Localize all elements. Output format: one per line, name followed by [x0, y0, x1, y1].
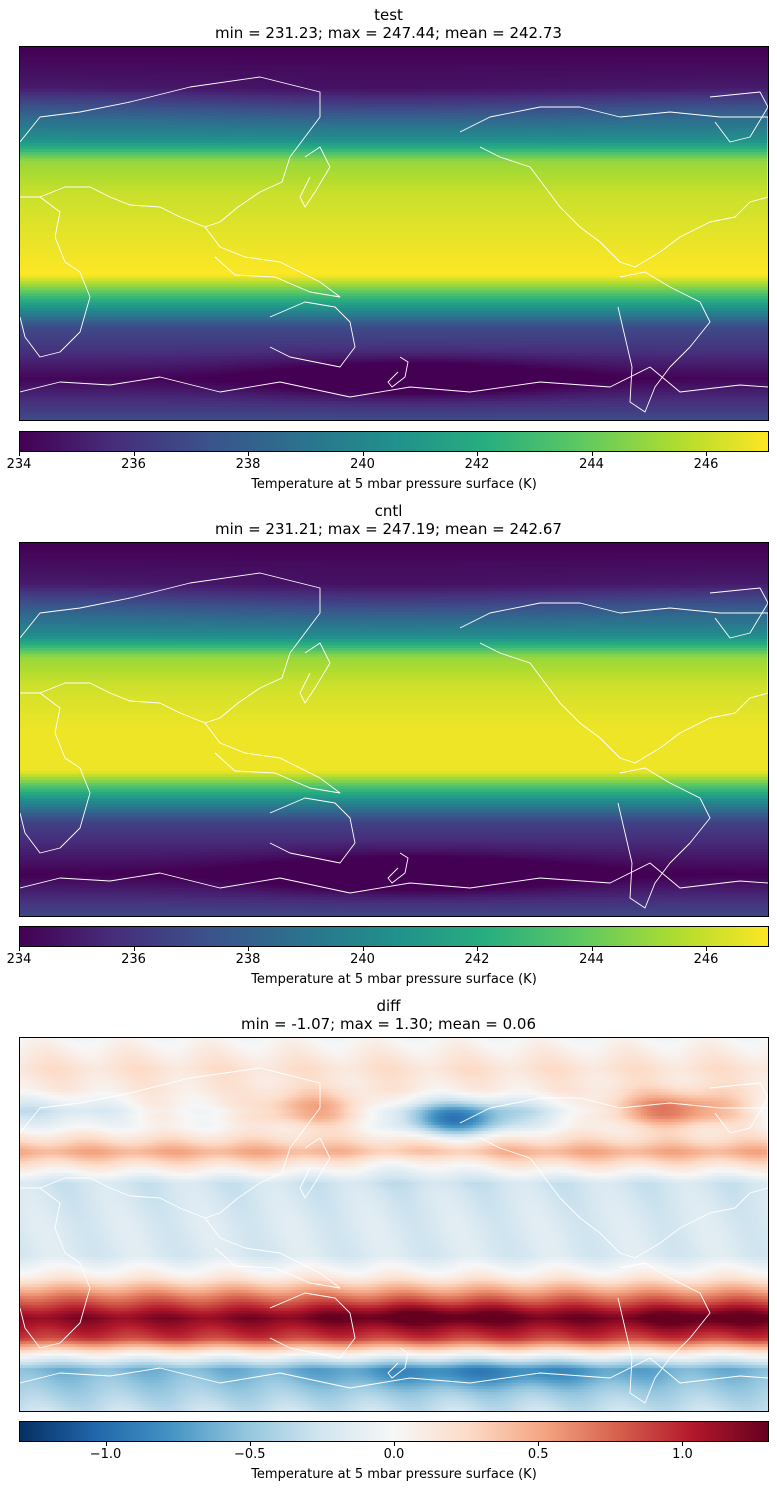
coastline-antarctica [20, 862, 768, 894]
colorbar-tick-label: 234 [6, 952, 32, 967]
coastline-japan [299, 642, 331, 704]
colorbar-tick [248, 452, 249, 456]
coastline-new-zealand [387, 356, 409, 388]
colorbar-tick-label: 236 [121, 457, 146, 472]
coastline-south-america [617, 767, 711, 909]
colorbar-tick-label: 242 [464, 457, 490, 472]
coastline-se-asia-islands [204, 226, 341, 298]
colorbar-tick [19, 947, 20, 951]
coastline-south-america [617, 1262, 711, 1404]
colorbar-ticks-cntl: 234 236 238 240 242 244 246 [7, 947, 769, 969]
coastlines-diff [20, 1067, 768, 1404]
colorbar-tick [706, 947, 708, 951]
coastlines-cntl [20, 572, 768, 909]
colorbar-label-cntl: Temperature at 5 mbar pressure surface (… [251, 972, 537, 987]
colorbar-tick-label: 238 [235, 457, 261, 472]
coastline-antarctica [20, 366, 768, 398]
coastline-greenland [709, 1082, 768, 1134]
panel-stats-diff: min = -1.07; max = 1.30; mean = 0.06 [240, 1015, 537, 1033]
coastline-africa [20, 692, 91, 854]
panel-title-cntl: cntl [374, 502, 403, 520]
panel-title-test: test [374, 6, 403, 24]
colorbar-tick-label: 1.0 [672, 1447, 693, 1462]
colorbar-label-test: Temperature at 5 mbar pressure surface (… [251, 477, 537, 492]
coastline-new-zealand [387, 852, 409, 884]
map-test [19, 46, 769, 421]
colorbar-tick [394, 1442, 395, 1446]
colorbar-tick-label: 242 [464, 952, 490, 967]
coastline-africa [20, 196, 91, 358]
colorbar-tick [249, 1442, 251, 1446]
coastline-japan [299, 146, 331, 208]
colorbar-tick [248, 947, 249, 951]
coastline-eurasia-north [20, 1067, 321, 1219]
coastline-north-america [459, 602, 768, 764]
colorbar-tick [19, 452, 20, 456]
coastline-new-zealand [387, 1347, 409, 1379]
colorbar-tick-label: 246 [693, 952, 719, 967]
coastline-greenland [709, 587, 768, 639]
panel-title-diff: diff [376, 997, 401, 1015]
map-cntl [19, 542, 769, 917]
colorbar-tick [105, 1442, 107, 1446]
colorbar-tick-label: 236 [121, 952, 146, 967]
colorbar-diff [19, 1421, 769, 1442]
coastline-se-asia-islands [204, 722, 341, 794]
colorbar-tick [682, 1442, 684, 1446]
colorbar-tick [133, 947, 135, 951]
coastline-africa [20, 1187, 91, 1349]
colorbar-tick-label: 244 [579, 457, 604, 472]
coastline-north-america [459, 106, 768, 268]
colorbar-ticks-diff: −1.0 −0.5 0.0 0.5 1.0 [19, 1442, 769, 1464]
colorbar-tick-label: 0.5 [527, 1447, 549, 1462]
coastline-australia [269, 797, 356, 864]
coastline-north-america [459, 1097, 768, 1259]
heatmap-canvas-test [20, 47, 768, 420]
coastlines-test [20, 76, 768, 413]
colorbar-tick [362, 452, 364, 456]
coastline-australia [269, 301, 356, 368]
colorbar-tick [591, 452, 593, 456]
map-diff [19, 1037, 769, 1412]
colorbar-tick-label: 246 [693, 457, 719, 472]
coastline-eurasia-north [20, 572, 321, 724]
colorbar-tick [477, 947, 478, 951]
colorbar-label-diff: Temperature at 5 mbar pressure surface (… [251, 1467, 537, 1482]
panel-stats-test: min = 231.23; max = 247.44; mean = 242.7… [215, 24, 562, 42]
colorbar-tick-label: −1.0 [89, 1447, 122, 1462]
colorbar-tick [591, 947, 593, 951]
colorbar-cntl [19, 926, 769, 947]
coastline-se-asia-islands [204, 1217, 341, 1289]
colorbar-tick [477, 452, 478, 456]
colorbar-tick-label: 244 [579, 952, 604, 967]
colorbar-tick-label: −0.5 [233, 1447, 266, 1462]
coastline-antarctica [20, 1357, 768, 1389]
colorbar-tick [706, 452, 708, 456]
colorbar-tick-label: 234 [6, 457, 32, 472]
heatmap-canvas-cntl [20, 543, 768, 916]
colorbar-test [19, 431, 769, 452]
colorbar-tick [133, 452, 135, 456]
colorbar-tick [362, 947, 364, 951]
coastline-australia [269, 1292, 356, 1359]
colorbar-tick-label: 238 [235, 952, 261, 967]
coastline-japan [299, 1137, 331, 1199]
panel-stats-cntl: min = 231.21; max = 247.19; mean = 242.6… [215, 520, 562, 538]
colorbar-tick-label: 240 [350, 952, 375, 967]
heatmap-canvas-diff [20, 1038, 768, 1411]
coastline-greenland [709, 91, 768, 143]
colorbar-tick-label: 240 [350, 457, 375, 472]
colorbar-tick-label: 0.0 [383, 1447, 405, 1462]
coastline-south-america [617, 271, 711, 413]
colorbar-ticks-test: 234 236 238 240 242 244 246 [7, 452, 769, 474]
colorbar-tick [538, 1442, 540, 1446]
coastline-eurasia-north [20, 76, 321, 228]
